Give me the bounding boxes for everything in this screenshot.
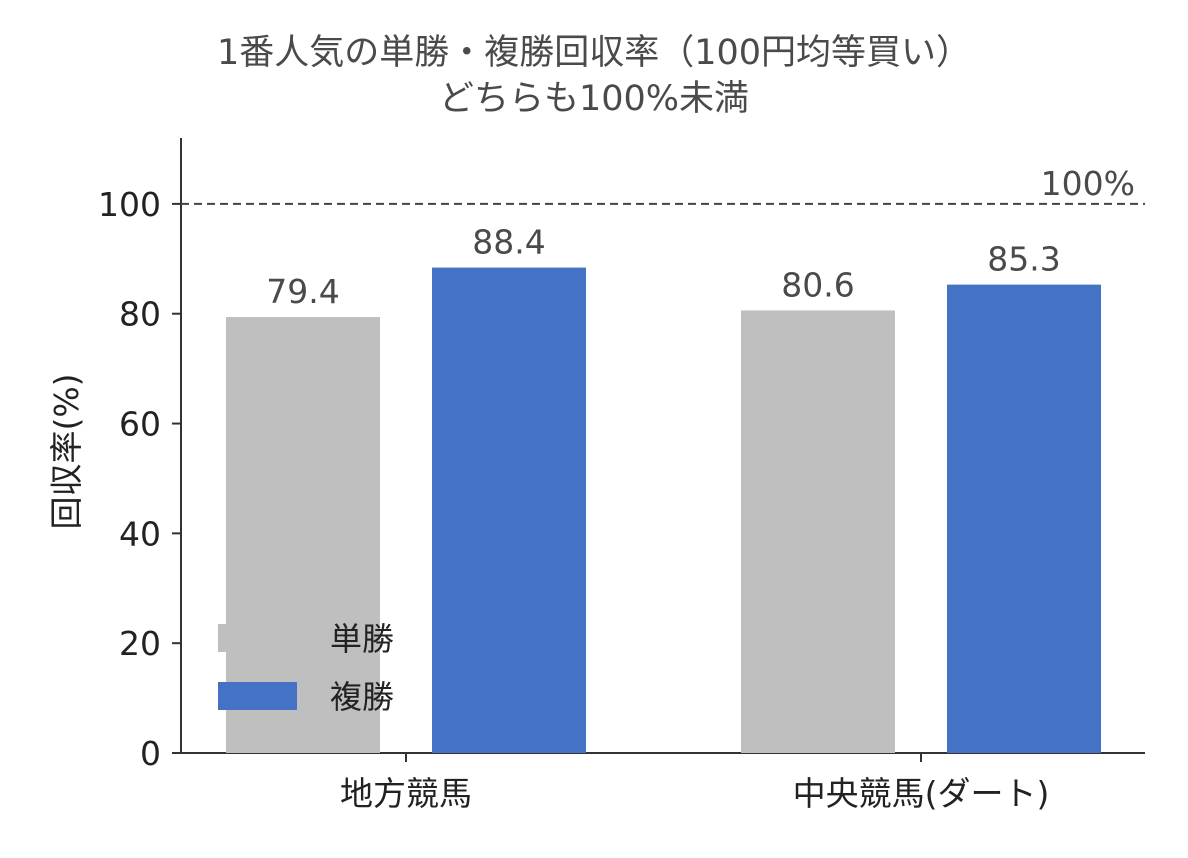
legend-label: 複勝	[330, 678, 394, 716]
legend-label: 単勝	[330, 620, 394, 658]
y-tick-label: 40	[119, 514, 161, 553]
bar-fukusho	[432, 267, 586, 753]
reference-line-label: 100%	[1041, 164, 1135, 203]
data-label: 85.3	[987, 240, 1060, 279]
y-tick-label: 60	[119, 405, 161, 444]
bar-fukusho	[947, 284, 1101, 753]
y-tick-label: 100	[98, 185, 161, 224]
y-tick-label: 20	[119, 624, 161, 663]
chart-title-block: 1番人気の単勝・複勝回収率（100円均等買い） どちらも100%未満	[0, 30, 1188, 122]
bar-tansho	[741, 310, 895, 753]
x-tick-label: 中央競馬(ダート)	[793, 774, 1050, 813]
chart-subtitle: どちらも100%未満	[438, 79, 750, 119]
y-axis-label: 回収率(%)	[47, 373, 86, 529]
data-label: 79.4	[266, 272, 339, 311]
y-tick-label: 80	[119, 295, 161, 334]
bar-tansho	[226, 317, 380, 753]
legend-swatch	[218, 682, 297, 710]
y-tick-label: 0	[140, 734, 161, 773]
data-label: 80.6	[781, 265, 854, 304]
x-tick-label: 地方競馬	[340, 774, 472, 813]
chart-title: 1番人気の単勝・複勝回収率（100円均等買い）	[216, 33, 972, 73]
legend-swatch	[218, 624, 297, 652]
data-label: 88.4	[472, 223, 545, 262]
